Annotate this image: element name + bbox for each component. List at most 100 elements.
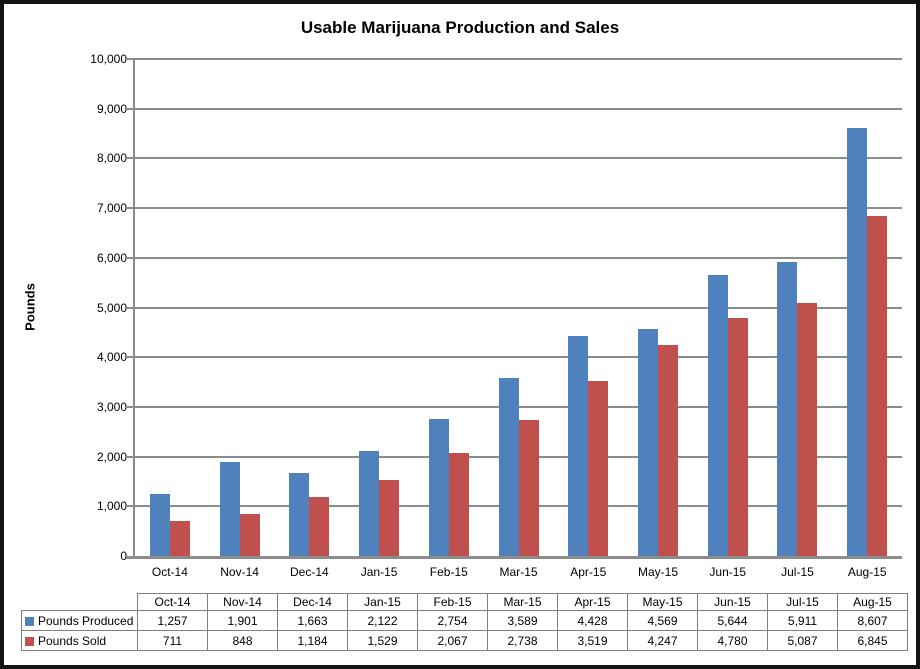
table-value-cell: 848 (207, 630, 278, 651)
data-table: Oct-14 Nov-14 Dec-14 Jan-15 Feb-15 Mar-15 Apr-… (21, 593, 908, 651)
table-month-header: Jun-15 (697, 593, 768, 611)
legend-swatch-pounds-produced (25, 616, 34, 626)
table-value-cell: 3,589 (487, 610, 558, 631)
gridline (126, 356, 902, 358)
bar-pounds-produced-apr-15 (568, 336, 589, 556)
x-axis-line (126, 556, 902, 559)
bar-group-jan-15 (344, 59, 414, 556)
bar-pounds-sold-jun-15 (727, 318, 748, 556)
bar-pounds-sold-mar-15 (518, 420, 539, 556)
legend-label: Pounds Produced (38, 613, 134, 628)
gridline (126, 257, 902, 259)
bars-layer (135, 59, 902, 556)
bar-pounds-produced-nov-14 (219, 462, 240, 556)
x-tick-label: Jan-15 (360, 565, 398, 579)
table-month-header: Jan-15 (347, 593, 418, 611)
legend-cell-pounds-sold: Pounds Sold (21, 630, 138, 651)
bar-group-mar-15 (484, 59, 554, 556)
table-value-cell: 5,087 (767, 630, 838, 651)
y-tick-label: 5,000 (96, 300, 127, 315)
table-value-cell: 2,754 (417, 610, 488, 631)
table-value-cell: 4,247 (627, 630, 698, 651)
legend-label: Pounds Sold (38, 633, 107, 648)
bar-pounds-sold-aug-15 (867, 216, 888, 556)
x-tick-label: May-15 (638, 565, 679, 579)
y-axis-line (133, 59, 135, 559)
gridline (126, 157, 902, 159)
table-value-cell: 4,569 (627, 610, 698, 631)
gridline (126, 58, 902, 60)
bar-pounds-produced-dec-14 (289, 473, 310, 556)
bar-group-dec-14 (274, 59, 344, 556)
table-header-row: Oct-14 Nov-14 Dec-14 Jan-15 Feb-15 Mar-15 Apr-… (22, 593, 908, 611)
bar-pounds-sold-jul-15 (797, 303, 818, 556)
gridline (126, 307, 902, 309)
y-tick-label: 2,000 (96, 449, 127, 464)
table-value-cell: 4,428 (557, 610, 628, 631)
table-value-cell: 1,257 (137, 610, 208, 631)
table-value-cell: 1,529 (347, 630, 418, 651)
x-tick-label: Aug-15 (847, 565, 887, 579)
y-tick-label: 7,000 (96, 201, 127, 216)
legend-cell-pounds-produced: Pounds Produced (21, 610, 138, 631)
table-month-header: Jul-15 (767, 593, 838, 611)
y-axis-tick-labels: 0 1,000 2,000 3,000 4,000 5,000 6,000 7,000 8,00… (4, 52, 127, 563)
table-corner-cell (22, 594, 138, 611)
table-value-cell: 1,184 (277, 630, 348, 651)
gridline (126, 108, 902, 110)
table-month-header: Dec-14 (277, 593, 348, 611)
y-tick-label: 1,000 (96, 499, 127, 514)
bar-pounds-produced-jun-15 (707, 275, 728, 556)
x-tick-label: Mar-15 (499, 565, 538, 579)
bar-pounds-produced-mar-15 (498, 378, 519, 556)
table-month-header: Aug-15 (837, 593, 908, 611)
bar-pounds-produced-oct-14 (149, 494, 170, 556)
table-month-header: May-15 (627, 593, 698, 611)
x-tick-label: Feb-15 (429, 565, 468, 579)
x-tick-label: Oct-14 (151, 565, 188, 579)
table-value-cell: 2,067 (417, 630, 488, 651)
table-month-header: Feb-15 (417, 593, 488, 611)
y-tick-label: 8,000 (96, 151, 127, 166)
y-tick-label: 4,000 (96, 350, 127, 365)
chart-title: Usable Marijuana Production and Sales (300, 18, 620, 37)
y-tick-label: 0 (120, 549, 127, 563)
bar-pounds-produced-jul-15 (777, 262, 798, 556)
table-row-pounds-sold: Pounds Sold 711 848 1,184 1,529 2,067 2,738 3,5… (21, 630, 908, 651)
bar-pounds-sold-may-15 (658, 345, 678, 556)
legend-swatch-pounds-sold (25, 636, 34, 646)
table-value-cell: 6,845 (837, 630, 908, 651)
y-tick-label: 6,000 (96, 250, 127, 265)
bar-pounds-sold-dec-14 (309, 497, 330, 556)
x-tick-label: Nov-14 (220, 565, 259, 579)
bar-group-oct-14 (135, 59, 205, 556)
table-value-cell: 1,663 (277, 610, 348, 631)
table-month-header: Apr-15 (557, 593, 628, 611)
table-value-cell: 3,519 (557, 630, 628, 651)
x-tick-label: Apr-15 (570, 565, 607, 579)
bar-pounds-sold-nov-14 (239, 514, 260, 556)
bar-pounds-sold-jan-15 (379, 480, 400, 556)
table-row-pounds-produced: Pounds Produced 1,257 1,901 1,663 2,122 2,754… (21, 610, 908, 631)
table-value-cell: 711 (137, 630, 208, 651)
bar-group-apr-15 (553, 59, 623, 556)
x-tick-label: Dec-14 (289, 565, 329, 579)
bar-pounds-produced-feb-15 (428, 419, 449, 556)
table-value-cell: 5,911 (767, 610, 838, 631)
x-axis-tick-labels: Oct-14 Nov-14 Dec-14 Jan-15 Feb-15 Mar-15 Apr-… (135, 565, 902, 579)
bar-pounds-produced-jan-15 (359, 451, 380, 556)
bar-group-nov-14 (205, 59, 275, 556)
x-tick-label: Jul-15 (781, 565, 814, 579)
bar-group-feb-15 (414, 59, 484, 556)
bar-group-aug-15 (832, 59, 902, 556)
table-month-header: Oct-14 (137, 593, 208, 611)
y-tick-label: 9,000 (96, 101, 127, 116)
x-tick-label: Jun-15 (709, 565, 747, 579)
bar-pounds-sold-apr-15 (588, 381, 609, 556)
table-value-cell: 5,644 (697, 610, 768, 631)
y-tick-label: 10,000 (90, 52, 127, 66)
plot-area (126, 58, 902, 559)
bar-pounds-sold-oct-14 (169, 521, 190, 556)
table-month-header: Mar-15 (487, 593, 558, 611)
